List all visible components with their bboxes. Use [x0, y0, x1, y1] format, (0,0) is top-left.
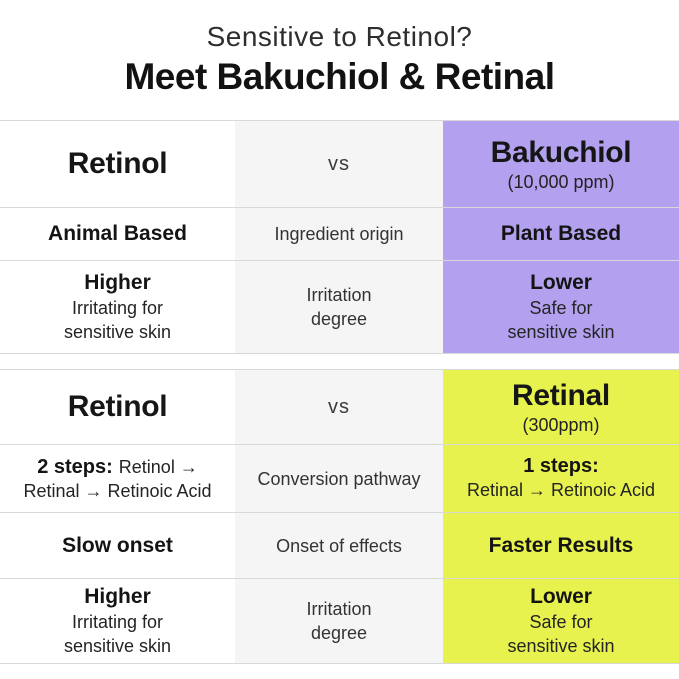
cell-origin-right: Plant Based	[443, 208, 679, 260]
retinal-concentration: (300ppm)	[522, 414, 600, 435]
conversion-left-line2: Retinal → Retinoic Acid	[23, 480, 212, 501]
cell-retinol-name-2: Retinol	[0, 370, 235, 444]
cell-onset-left: Slow onset	[0, 513, 235, 578]
table-row: Higher Irritating for sensitive skin Irr…	[0, 579, 679, 664]
retinol-label: Retinol	[67, 147, 168, 180]
cell-versus: vs	[235, 121, 443, 207]
bakuchiol-concentration: (10,000 ppm)	[507, 171, 615, 192]
bakuchiol-label: Bakuchiol	[490, 135, 632, 169]
irritation-attribute-label: Irritation degree	[306, 285, 372, 329]
irritation-right-value: Lower	[530, 271, 592, 294]
cell-onset-right: Faster Results	[443, 513, 679, 578]
comparison-table-bakuchiol: Retinol vs Bakuchiol (10,000 ppm) Animal…	[0, 120, 679, 354]
retinol-label-2: Retinol	[67, 390, 168, 423]
conversion-left-rest: Retinol →	[118, 456, 198, 477]
cell-irritation2-attribute: Irritation degree	[235, 579, 443, 663]
irritation-left-sub: Irritating for sensitive skin	[63, 298, 172, 342]
irritation2-right-sub: Safe for sensitive skin	[507, 612, 615, 656]
table-row: Animal Based Ingredient origin Plant Bas…	[0, 208, 679, 261]
table-row: Slow onset Onset of effects Faster Resul…	[0, 513, 679, 579]
cell-onset-attribute: Onset of effects	[235, 513, 443, 578]
cell-retinol-name: Retinol	[0, 121, 235, 207]
cell-irritation2-left: Higher Irritating for sensitive skin	[0, 579, 235, 663]
page-title: Meet Bakuchiol & Retinal	[124, 56, 555, 97]
table-row: 2 steps: Retinol → Retinal → Retinoic Aci…	[0, 445, 679, 513]
conversion-right-steps: 1 steps:	[523, 455, 599, 477]
conversion-left-line1: 2 steps: Retinol →	[37, 455, 198, 479]
onset-left-value: Slow onset	[62, 533, 173, 557]
title-block: Sensitive to Retinol? Meet Bakuchiol & R…	[0, 0, 679, 120]
comparison-table-retinal: Retinol vs Retinal (300ppm) 2 steps: Reti…	[0, 369, 679, 664]
versus-label: vs	[328, 152, 350, 175]
cell-irritation-attribute: Irritation degree	[235, 261, 443, 353]
conversion-left-steps: 2 steps:	[37, 455, 113, 478]
cell-retinal-name: Retinal (300ppm)	[443, 370, 679, 444]
conversion-attribute-label: Conversion pathway	[257, 468, 421, 489]
irritation2-attribute-label: Irritation degree	[306, 599, 372, 643]
irritation-right-sub: Safe for sensitive skin	[507, 298, 615, 342]
cell-origin-left: Animal Based	[0, 208, 235, 260]
origin-left-value: Animal Based	[48, 222, 187, 245]
onset-attribute-label: Onset of effects	[276, 535, 402, 556]
retinal-label: Retinal	[512, 378, 610, 412]
irritation2-right-value: Lower	[530, 585, 592, 608]
cell-irritation-right: Lower Safe for sensitive skin	[443, 261, 679, 353]
onset-right-value: Faster Results	[488, 533, 634, 557]
cell-origin-attribute: Ingredient origin	[235, 208, 443, 260]
table-row: Higher Irritating for sensitive skin Irr…	[0, 261, 679, 354]
irritation2-left-sub: Irritating for sensitive skin	[63, 612, 172, 656]
cell-versus-2: vs	[235, 370, 443, 444]
cell-conversion-left: 2 steps: Retinol → Retinal → Retinoic Aci…	[0, 445, 235, 512]
table-row: Retinol vs Bakuchiol (10,000 ppm)	[0, 121, 679, 208]
cell-irritation2-right: Lower Safe for sensitive skin	[443, 579, 679, 663]
cell-bakuchiol-name: Bakuchiol (10,000 ppm)	[443, 121, 679, 207]
cell-conversion-attribute: Conversion pathway	[235, 445, 443, 512]
origin-attribute-label: Ingredient origin	[274, 224, 404, 244]
page-subtitle: Sensitive to Retinol?	[206, 21, 473, 52]
origin-right-value: Plant Based	[500, 222, 622, 245]
cell-irritation-left: Higher Irritating for sensitive skin	[0, 261, 235, 353]
irritation-left-value: Higher	[84, 271, 151, 294]
irritation2-left-value: Higher	[84, 585, 151, 608]
versus-label-2: vs	[328, 395, 350, 418]
table-row: Retinol vs Retinal (300ppm)	[0, 370, 679, 445]
conversion-right-line2: Retinal → Retinoic Acid	[466, 480, 656, 500]
cell-conversion-right: 1 steps: Retinal → Retinoic Acid	[443, 445, 679, 512]
